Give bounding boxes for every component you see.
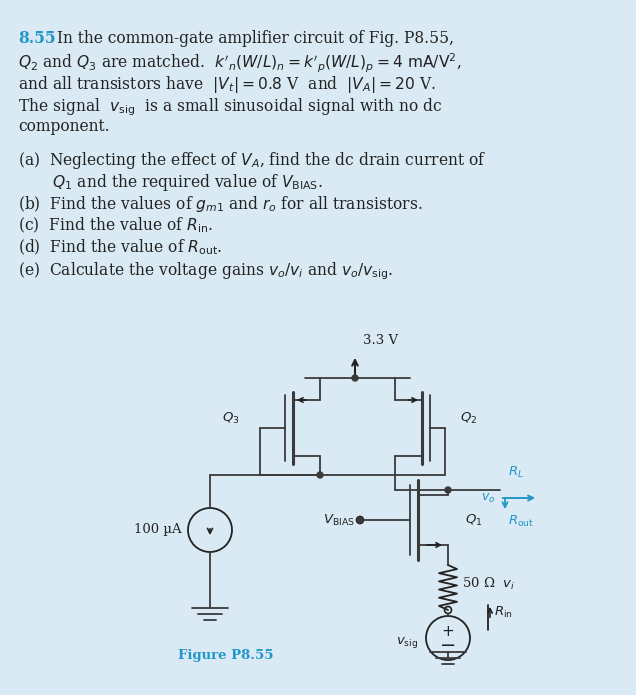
Circle shape <box>445 487 451 493</box>
Text: −: − <box>440 637 456 655</box>
Text: The signal  $v_{\rm sig}$  is a small sinusoidal signal with no dc: The signal $v_{\rm sig}$ is a small sinu… <box>18 96 443 117</box>
Text: 50 Ω  $v_i$: 50 Ω $v_i$ <box>462 575 515 591</box>
Text: and all transistors have  $|V_t| = 0.8$ V  and  $|V_A| = 20$ V.: and all transistors have $|V_t| = 0.8$ V… <box>18 74 436 95</box>
Text: $Q_1$ and the required value of $V_{\rm BIAS}$.: $Q_1$ and the required value of $V_{\rm … <box>18 172 322 193</box>
Text: (c)  Find the value of $R_{\rm in}$.: (c) Find the value of $R_{\rm in}$. <box>18 216 213 236</box>
Text: (e)  Calculate the voltage gains $v_o/v_i$ and $v_o/v_{\rm sig}$.: (e) Calculate the voltage gains $v_o/v_i… <box>18 260 394 281</box>
Text: (d)  Find the value of $R_{\rm out}$.: (d) Find the value of $R_{\rm out}$. <box>18 238 222 257</box>
Text: Figure P8.55: Figure P8.55 <box>178 649 273 662</box>
Text: +: + <box>441 625 454 639</box>
Circle shape <box>352 375 358 381</box>
Text: 3.3 V: 3.3 V <box>363 334 398 347</box>
FancyBboxPatch shape <box>8 8 628 318</box>
Text: (a)  Neglecting the effect of $V_A$, find the dc drain current of: (a) Neglecting the effect of $V_A$, find… <box>18 150 487 171</box>
Text: $v_{\rm sig}$: $v_{\rm sig}$ <box>396 635 418 651</box>
Text: $Q_1$: $Q_1$ <box>465 512 483 528</box>
Text: 8.55: 8.55 <box>18 30 55 47</box>
Text: $R_L$: $R_L$ <box>508 464 524 480</box>
Circle shape <box>357 518 363 523</box>
Text: $V_{\rm BIAS}$: $V_{\rm BIAS}$ <box>323 512 355 528</box>
Text: $v_o$: $v_o$ <box>481 491 495 505</box>
Text: $R_{\rm out}$: $R_{\rm out}$ <box>508 514 534 529</box>
Circle shape <box>317 472 323 478</box>
Text: $R_{\rm in}$: $R_{\rm in}$ <box>494 605 513 619</box>
Text: In the common-gate amplifier circuit of Fig. P8.55,: In the common-gate amplifier circuit of … <box>57 30 454 47</box>
Text: $Q_3$: $Q_3$ <box>223 411 240 425</box>
Text: $Q_2$: $Q_2$ <box>460 411 478 425</box>
Text: 100 µA: 100 µA <box>134 523 182 537</box>
Text: $Q_2$ and $Q_3$ are matched.  $k'_n(W/L)_n = k'_p(W/L)_p = 4\ \mathrm{mA/V}^2$,: $Q_2$ and $Q_3$ are matched. $k'_n(W/L)_… <box>18 52 462 75</box>
Text: (b)  Find the values of $g_{m1}$ and $r_o$ for all transistors.: (b) Find the values of $g_{m1}$ and $r_o… <box>18 194 422 214</box>
Text: component.: component. <box>18 118 109 135</box>
